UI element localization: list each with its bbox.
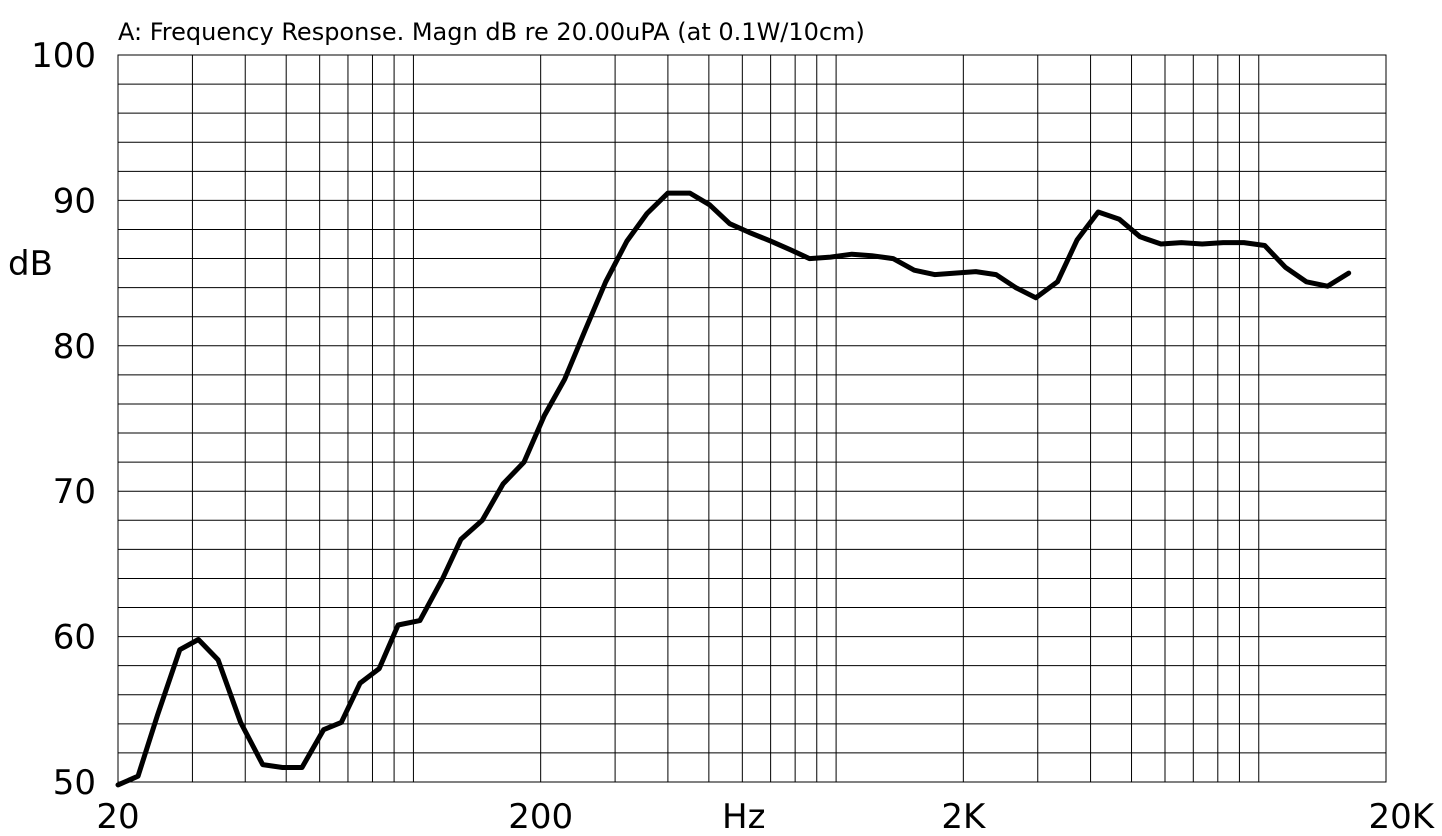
y-tick-label: 70 [53, 472, 96, 512]
y-tick-label: 80 [53, 327, 96, 367]
chart-title: A: Frequency Response. Magn dB re 20.00u… [118, 18, 865, 46]
y-tick-label: 50 [53, 763, 96, 803]
grid-lines [117, 54, 1387, 783]
x-tick-label: 20K [1368, 797, 1435, 836]
x-tick-labels: 20 200 2K 20K [96, 797, 1435, 836]
y-tick-label: 90 [53, 181, 96, 221]
x-tick-label: 2K [941, 797, 987, 836]
series-layer [115, 190, 1352, 788]
y-tick-label: 100 [31, 36, 96, 76]
y-tick-labels: 100 90 80 70 60 50 [31, 36, 96, 803]
y-tick-label: 60 [53, 618, 96, 658]
y-axis-label: dB [8, 244, 53, 284]
plot-frame [117, 54, 1387, 783]
x-axis-label: Hz [722, 797, 765, 836]
x-tick-label: 20 [96, 797, 139, 836]
frequency-response-line [115, 190, 1352, 788]
x-tick-label: 200 [508, 797, 573, 836]
